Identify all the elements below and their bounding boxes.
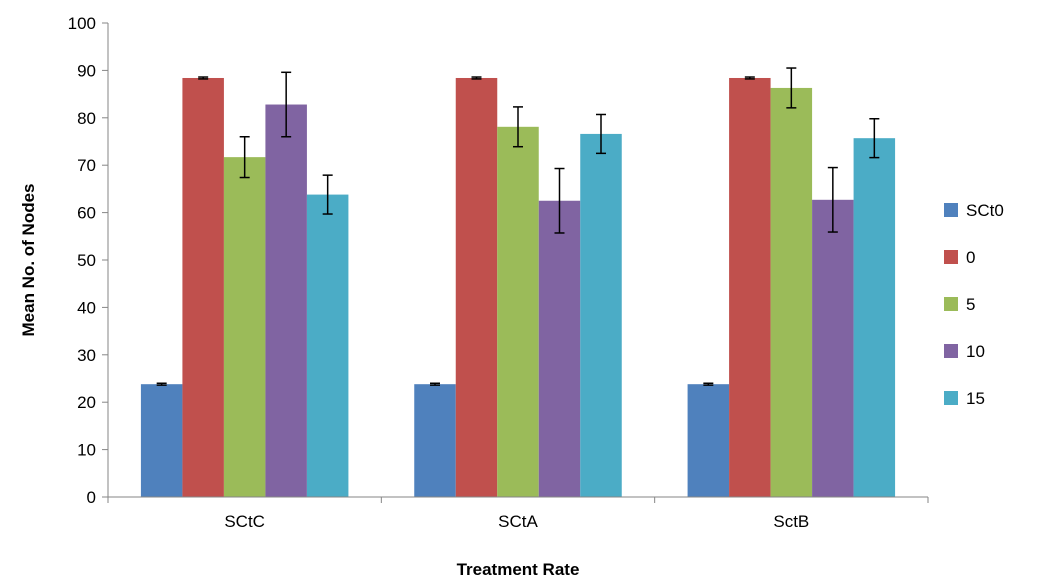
bar [497,126,539,497]
bars-group [140,77,896,498]
bar [140,384,183,497]
y-tick-label: 40 [77,298,96,317]
legend-label: 5 [966,295,975,314]
bar [580,133,622,497]
y-axis-ticks: 0 10 20 30 40 50 60 70 80 90 100 [68,14,108,507]
legend: SCt0 0 5 10 15 [944,201,1004,408]
y-tick-label: 70 [77,156,96,175]
bar [265,104,307,497]
bar [455,77,498,497]
y-tick-label: 80 [77,109,96,128]
bar [770,87,813,498]
bar [223,157,266,497]
legend-swatch [944,344,958,358]
y-tick-label: 100 [68,14,96,33]
bar [853,138,896,497]
error-bars-group [156,67,880,386]
legend-swatch [944,203,958,217]
bar [182,77,224,497]
x-axis-ticks: SCtC SCtA SctB [107,497,929,531]
y-tick-label: 50 [77,251,96,270]
x-tick-label: SctB [773,512,809,531]
x-tick-label: SCtA [498,512,538,531]
legend-swatch [944,250,958,264]
y-tick-label: 90 [77,61,96,80]
bar [538,200,581,497]
y-tick-label: 30 [77,346,96,365]
x-axis-title: Treatment Rate [457,560,580,579]
y-tick-label: 60 [77,204,96,223]
y-axis-title: Mean No. of Nodes [19,183,38,336]
legend-swatch [944,297,958,311]
legend-label: 15 [966,389,985,408]
bar [306,194,349,497]
bar [729,77,771,497]
x-tick-label: SCtC [224,512,265,531]
y-tick-label: 20 [77,393,96,412]
y-tick-label: 0 [87,488,96,507]
bar [812,199,854,497]
bar [687,384,730,497]
legend-label: 0 [966,248,975,267]
y-tick-label: 10 [77,441,96,460]
bar [414,384,456,497]
legend-label: SCt0 [966,201,1004,220]
legend-swatch [944,391,958,405]
legend-label: 10 [966,342,985,361]
